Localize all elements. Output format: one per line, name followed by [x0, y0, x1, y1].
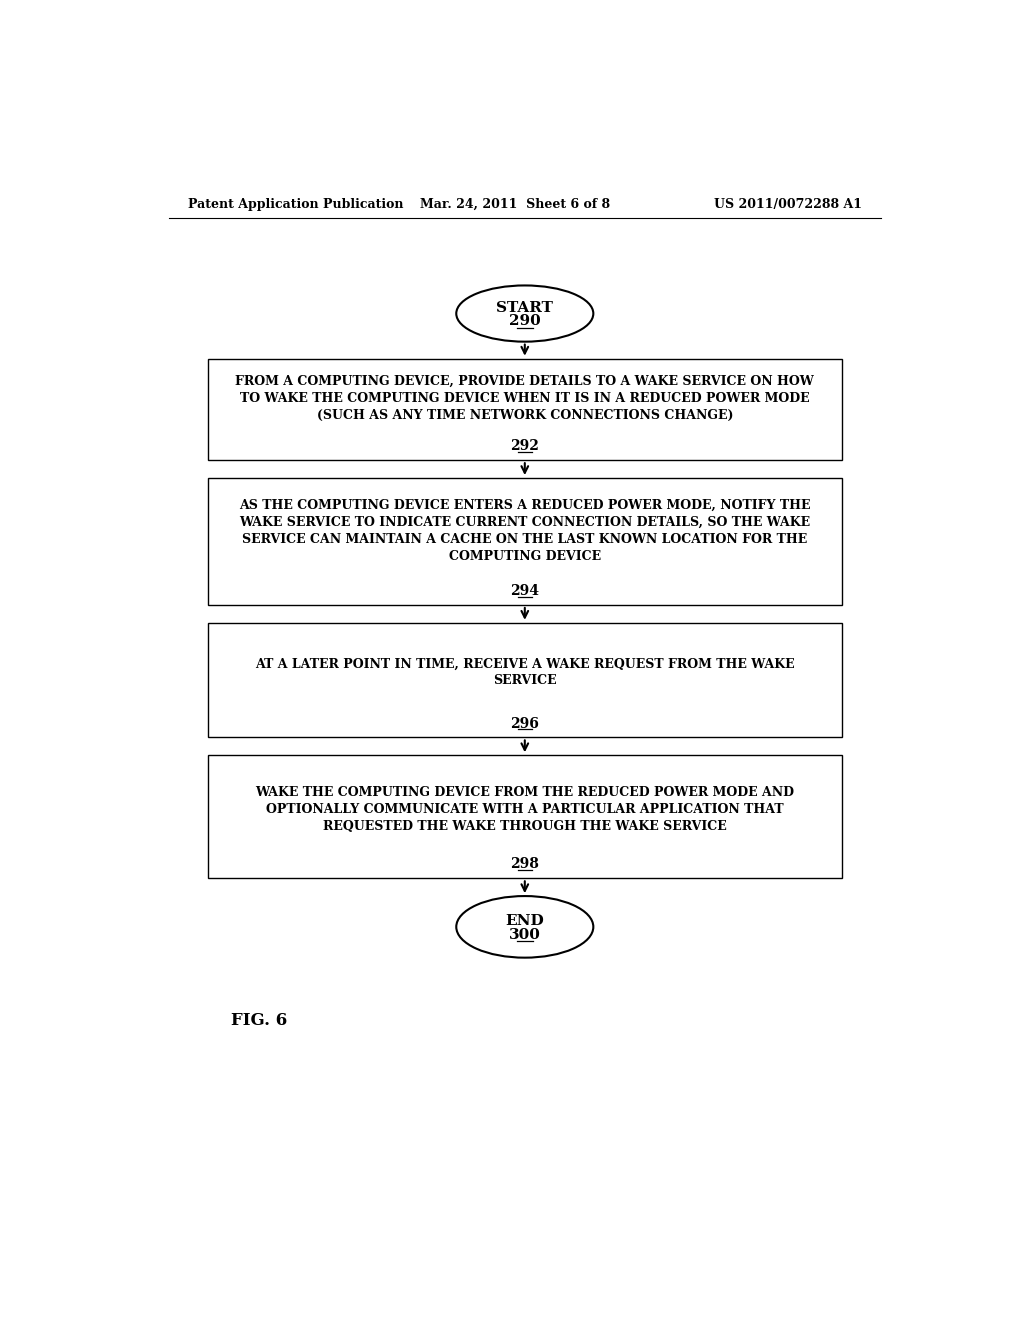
- Text: FIG. 6: FIG. 6: [230, 1012, 287, 1030]
- Text: Patent Application Publication: Patent Application Publication: [188, 198, 403, 211]
- Text: Mar. 24, 2011  Sheet 6 of 8: Mar. 24, 2011 Sheet 6 of 8: [421, 198, 610, 211]
- Text: AS THE COMPUTING DEVICE ENTERS A REDUCED POWER MODE, NOTIFY THE
WAKE SERVICE TO : AS THE COMPUTING DEVICE ENTERS A REDUCED…: [239, 499, 811, 562]
- Text: 292: 292: [510, 440, 540, 453]
- Text: FROM A COMPUTING DEVICE, PROVIDE DETAILS TO A WAKE SERVICE ON HOW
TO WAKE THE CO: FROM A COMPUTING DEVICE, PROVIDE DETAILS…: [236, 375, 814, 422]
- Text: START: START: [497, 301, 553, 315]
- Text: END: END: [506, 915, 544, 928]
- Text: US 2011/0072288 A1: US 2011/0072288 A1: [714, 198, 862, 211]
- Text: 294: 294: [510, 585, 540, 598]
- Text: 296: 296: [510, 717, 540, 730]
- Text: 300: 300: [509, 928, 541, 941]
- Text: 298: 298: [510, 858, 540, 871]
- Text: AT A LATER POINT IN TIME, RECEIVE A WAKE REQUEST FROM THE WAKE
SERVICE: AT A LATER POINT IN TIME, RECEIVE A WAKE…: [255, 657, 795, 688]
- Text: WAKE THE COMPUTING DEVICE FROM THE REDUCED POWER MODE AND
OPTIONALLY COMMUNICATE: WAKE THE COMPUTING DEVICE FROM THE REDUC…: [255, 785, 795, 833]
- Text: 290: 290: [509, 314, 541, 329]
